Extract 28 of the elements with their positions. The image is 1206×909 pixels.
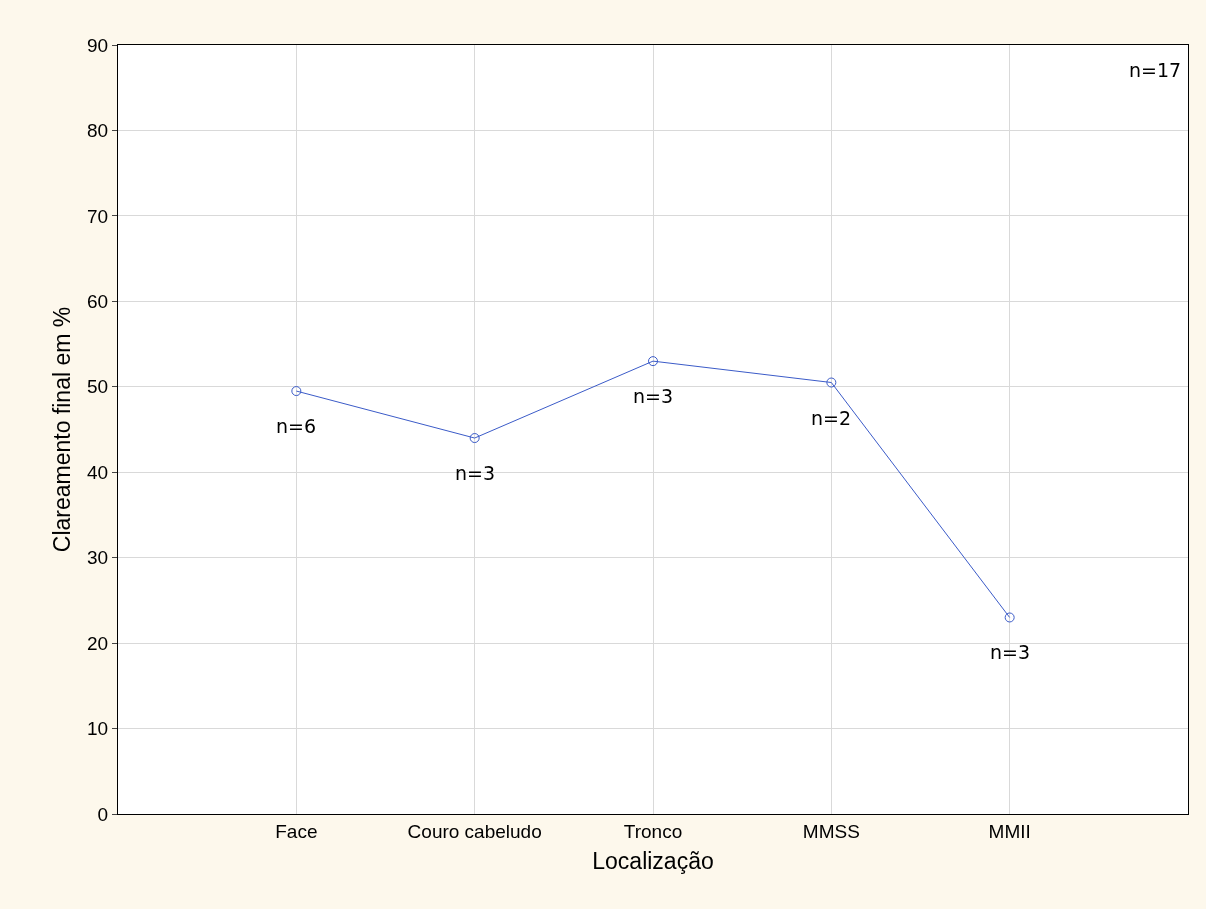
y-tick-label: 90 [87, 34, 109, 56]
y-tick-label: 80 [87, 120, 109, 142]
annotation: n=17 [1129, 59, 1182, 81]
x-tick-label: Face [275, 820, 318, 842]
annotation: n=2 [811, 407, 852, 429]
y-tick-label: 50 [87, 376, 109, 398]
x-tick-label: MMII [988, 820, 1031, 842]
annotation: n=3 [455, 462, 496, 484]
x-tick-label: MMSS [802, 820, 860, 842]
x-tick-label: Tronco [623, 820, 683, 842]
point [1004, 612, 1015, 623]
y-tick-label: 20 [87, 632, 109, 654]
point [291, 386, 302, 397]
point [469, 433, 480, 444]
y-axis-title: Clareamento final em % [48, 306, 75, 553]
y-tick-label: 40 [87, 461, 109, 483]
x-tick-label: Couro cabeludo [407, 820, 542, 842]
x-axis-title: Localização [592, 848, 714, 875]
y-tick-label: 10 [87, 718, 109, 740]
annotation: n=3 [990, 641, 1031, 663]
point [826, 377, 837, 388]
annotation: n=6 [276, 415, 317, 437]
y-tick-label: 0 [97, 803, 109, 825]
y-tick-label: 60 [87, 290, 109, 312]
y-tick-label: 30 [87, 547, 109, 569]
y-tick-label: 70 [87, 205, 109, 227]
point [648, 356, 658, 367]
annotation: n=3 [633, 385, 674, 407]
